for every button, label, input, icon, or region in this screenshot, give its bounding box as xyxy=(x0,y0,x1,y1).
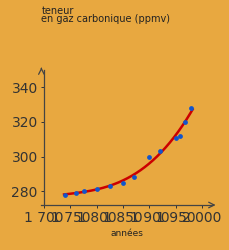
Text: teneur: teneur xyxy=(41,6,74,16)
X-axis label: années: années xyxy=(110,230,142,238)
Point xyxy=(74,191,77,195)
Point xyxy=(63,192,67,196)
Point xyxy=(157,149,161,153)
Point xyxy=(147,154,151,158)
Point xyxy=(95,188,98,192)
Point xyxy=(183,120,186,124)
Point xyxy=(81,189,85,193)
Text: en gaz carbonique (ppmv): en gaz carbonique (ppmv) xyxy=(41,14,170,24)
Point xyxy=(131,175,135,179)
Point xyxy=(121,180,124,184)
Point xyxy=(188,106,191,110)
Point xyxy=(108,184,111,188)
Point xyxy=(177,134,181,138)
Point xyxy=(173,136,177,140)
